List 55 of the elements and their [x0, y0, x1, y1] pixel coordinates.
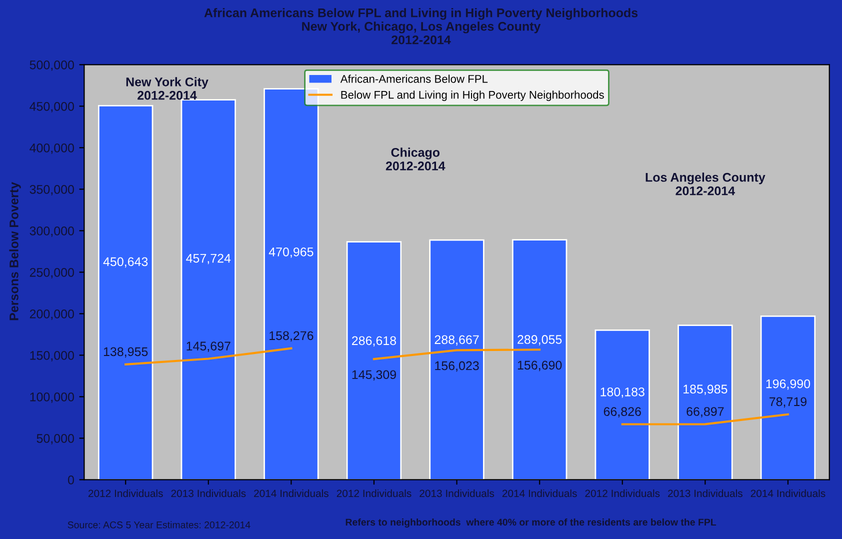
data-label: 289,055 — [518, 335, 562, 346]
data-label: 185,985 — [684, 384, 728, 395]
bar — [512, 239, 568, 480]
y-tick-label: 50,000 — [36, 434, 74, 444]
x-tick-label: 2014 Individuals — [254, 489, 328, 498]
bar — [594, 329, 650, 480]
data-label: 66,897 — [686, 407, 724, 418]
bar — [678, 324, 733, 480]
x-tick-label: 2014 Individuals — [750, 489, 826, 498]
bar — [346, 241, 402, 480]
y-axis-title: Persons Below Poverty — [9, 182, 21, 320]
y-tick-label: 0 — [68, 476, 74, 484]
annotation: Chicago 2012-2014 — [386, 148, 446, 170]
x-tick-label: 2013 Individuals — [668, 489, 742, 498]
data-label: 196,990 — [766, 379, 810, 390]
bar — [98, 104, 154, 480]
legend-label: African-Americans Below FPL — [340, 74, 488, 83]
y-tick-label: 450,000 — [30, 102, 74, 112]
x-tick-label: 2012 Individuals — [88, 489, 163, 498]
bar — [429, 239, 484, 480]
y-tick-label: 300,000 — [30, 226, 74, 237]
x-tick-label: 2014 Individuals — [502, 489, 577, 498]
bar — [180, 99, 236, 480]
data-label: 138,955 — [104, 347, 148, 358]
y-tick-label: 250,000 — [30, 268, 74, 278]
y-tick-label: 400,000 — [30, 143, 74, 154]
y-tick-label: 500,000 — [30, 60, 74, 71]
data-label: 288,667 — [434, 335, 479, 346]
chart-title: African Americans Below FPL and Living in High Poverty Neighborhoods New York, Chicago, Los Angeles County 2012-2014 — [204, 8, 638, 44]
annotation: New York City 2012-2014 — [126, 77, 208, 100]
y-tick-label: 200,000 — [30, 310, 74, 320]
text: Refers to neighborhoods where 40% or more of the residents are below the FPL — [346, 518, 716, 528]
annotation: Los Angeles County 2012-2014 — [646, 172, 766, 196]
data-label: 457,724 — [186, 254, 231, 264]
data-label: 158,276 — [270, 331, 314, 342]
data-label: 145,697 — [186, 342, 230, 352]
data-label: 78,719 — [770, 397, 806, 408]
y-tick-label: 100,000 — [30, 392, 74, 403]
data-label: 156,690 — [518, 360, 562, 372]
bar — [760, 316, 816, 480]
data-label: 470,965 — [268, 247, 314, 258]
x-tick-label: 2012 Individuals — [585, 489, 660, 498]
data-label: 180,183 — [600, 387, 644, 398]
y-tick-label: 150,000 — [30, 351, 74, 362]
data-label: 145,309 — [352, 370, 396, 381]
x-tick-label: 2013 Individuals — [171, 489, 246, 498]
data-label: 286,618 — [352, 336, 396, 347]
y-tick-label: 350,000 — [30, 184, 74, 196]
legend-label: Below FPL and Living in High Poverty Neighborhoods — [341, 90, 604, 101]
x-tick-label: 2012 Individuals — [336, 489, 412, 498]
source-note: Source: ACS 5 Year Estimates: 2012-2014 — [68, 521, 250, 528]
data-label: 450,643 — [103, 257, 148, 268]
x-tick-label: 2013 Individuals — [420, 489, 494, 498]
data-label: 156,023 — [435, 361, 479, 372]
data-label: 66,826 — [604, 407, 641, 418]
